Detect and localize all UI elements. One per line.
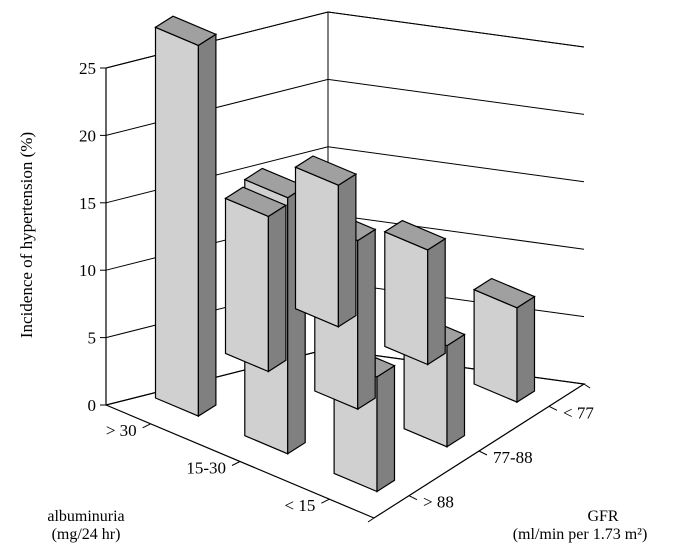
y-axis-label-unit: (ml/min per 1.73 m²) <box>513 526 648 543</box>
z-axis: 0 5 10 15 20 25 <box>79 59 107 415</box>
axis-labels: Incidence of hypertension (%) albuminuri… <box>17 132 647 543</box>
bar-front-face <box>154 26 199 418</box>
x-category-label: < 15 <box>284 496 315 515</box>
category-labels: > 30 15-30 < 15 > 88 77-88 < 77 <box>106 383 594 523</box>
bar-top-face <box>383 219 447 251</box>
z-tick-label: 20 <box>79 126 96 145</box>
bar-front-face <box>473 288 518 404</box>
x-tick-mark <box>321 498 330 504</box>
bar-front-face <box>384 230 429 366</box>
z-tick-label: 25 <box>79 59 96 78</box>
bar-side-face <box>376 364 396 493</box>
bar-top-face <box>294 155 358 186</box>
bar-side-face <box>516 295 536 404</box>
bar <box>224 186 288 373</box>
bar-side-face <box>337 173 357 328</box>
bar-top-face <box>472 277 536 309</box>
bar-front-face <box>294 166 339 328</box>
y-category-label: < 77 <box>563 403 594 422</box>
bar-side-face <box>427 237 446 366</box>
bar-side-face <box>446 333 466 448</box>
bar <box>472 277 536 404</box>
x-tick-mark <box>142 423 151 429</box>
y-axis-label: GFR <box>587 508 618 525</box>
axis-end-tick <box>583 383 591 389</box>
bar-side-face <box>267 204 287 373</box>
bar-front-face <box>224 197 269 373</box>
z-tick-label: 5 <box>88 329 97 348</box>
bar-side-face <box>357 228 376 411</box>
bars <box>154 15 536 493</box>
y-category-label: 77-88 <box>493 448 533 467</box>
bar <box>154 15 218 418</box>
y-category-label: > 88 <box>423 493 454 512</box>
y-tick-mark <box>548 405 558 411</box>
bar-top-face <box>224 186 288 218</box>
z-tick-label: 0 <box>88 396 97 415</box>
z-axis-label: Incidence of hypertension (%) <box>17 132 36 338</box>
z-tick-label: 10 <box>79 261 96 280</box>
x-axis-label: albuminuria <box>47 508 124 525</box>
x-axis-label-unit: (mg/24 hr) <box>52 526 121 543</box>
z-tick-label: 15 <box>79 194 96 213</box>
x-category-label: 15-30 <box>186 459 226 478</box>
bar <box>294 155 358 328</box>
x-category-label: > 30 <box>106 421 137 440</box>
y-tick-mark <box>478 450 488 456</box>
axis-end-tick <box>367 517 375 523</box>
y-tick-mark <box>408 495 418 501</box>
bar-top-face <box>154 15 218 47</box>
x-tick-mark <box>231 461 241 466</box>
bar <box>383 219 447 366</box>
bar-side-face <box>197 33 217 418</box>
